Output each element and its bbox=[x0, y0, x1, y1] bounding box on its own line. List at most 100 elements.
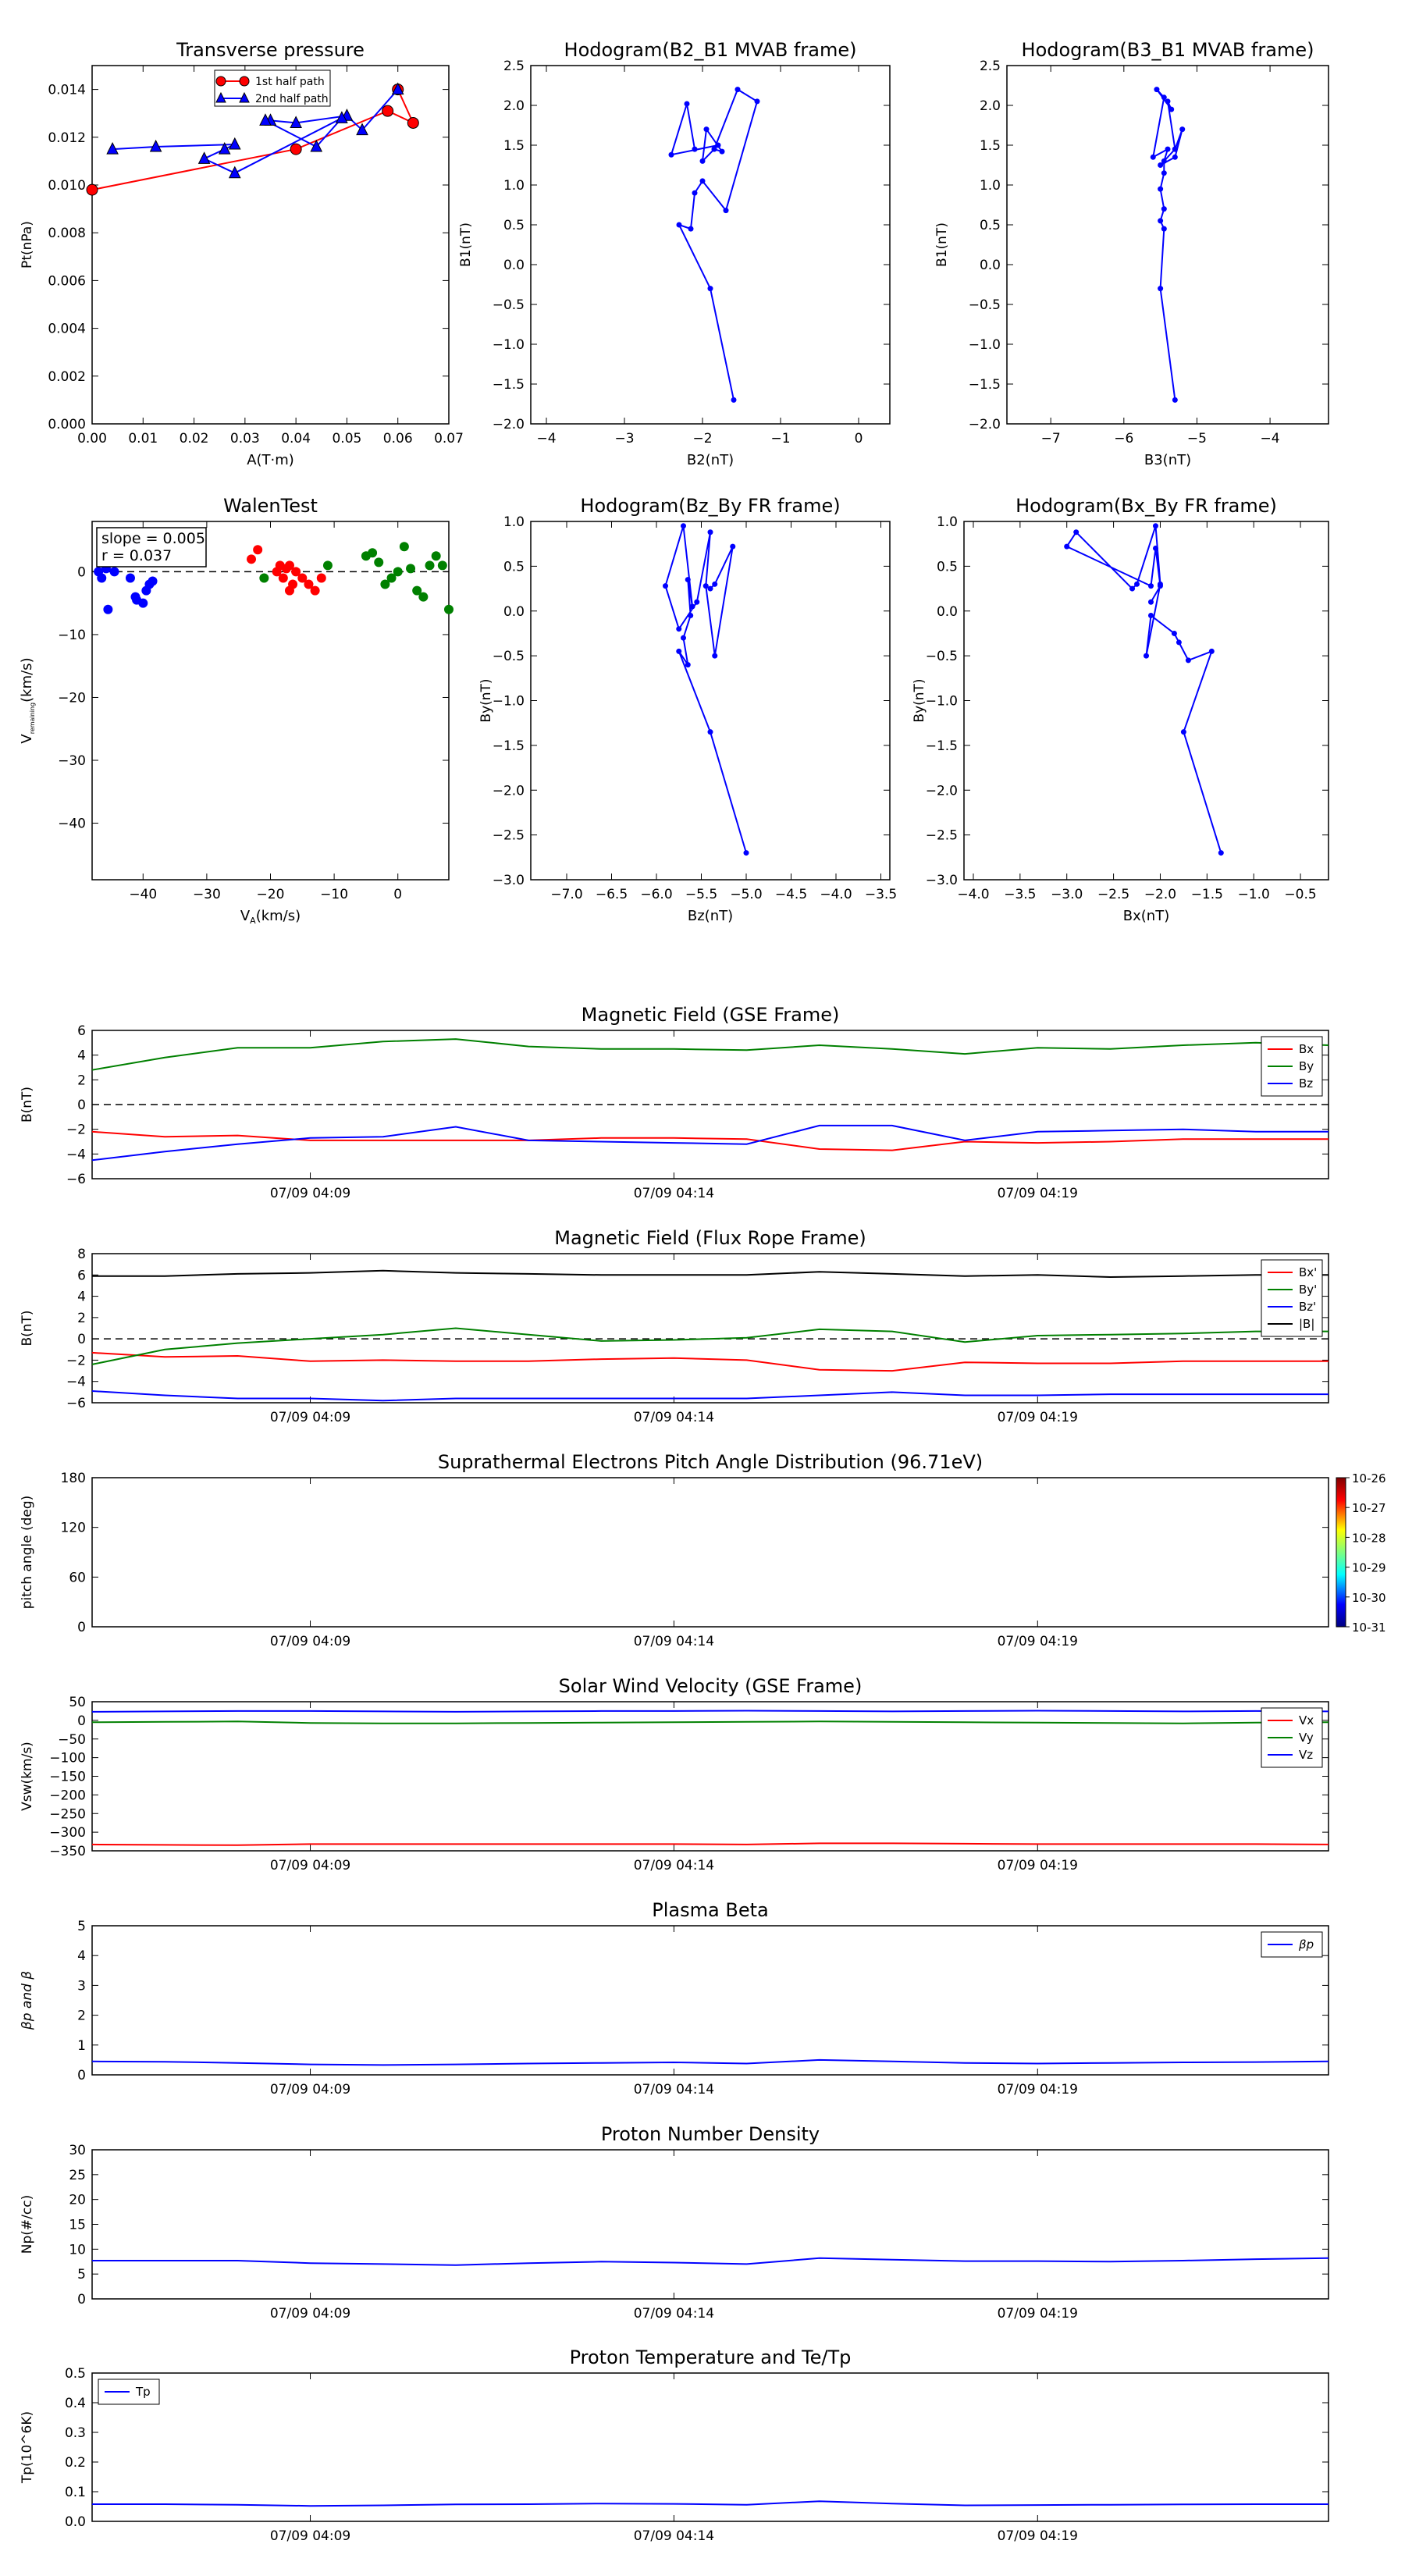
y-tick-label: −2 bbox=[66, 1123, 86, 1138]
y-tick-label: 0.010 bbox=[48, 178, 86, 194]
y-tick-label: 0.006 bbox=[48, 273, 86, 289]
x-tick-label: 07/09 04:09 bbox=[270, 2082, 350, 2097]
data-point bbox=[407, 116, 419, 129]
data-point bbox=[1154, 87, 1160, 93]
y-tick-label: −30 bbox=[58, 753, 86, 769]
chart-title: WalenTest bbox=[223, 495, 318, 517]
series-line bbox=[92, 1269, 1329, 1279]
data-point bbox=[699, 158, 706, 164]
y-tick-label: 0.014 bbox=[48, 83, 86, 98]
chart-title: Hodogram(B3_B1 MVAB frame) bbox=[1022, 39, 1314, 61]
legend-marker bbox=[215, 91, 226, 103]
plot-frame bbox=[91, 65, 450, 425]
series-line bbox=[92, 2500, 1329, 2507]
series-line bbox=[91, 1710, 1329, 1713]
data-point bbox=[1208, 648, 1215, 654]
y-tick-label: −300 bbox=[49, 1825, 86, 1841]
x-tick-label: 0.00 bbox=[77, 431, 107, 447]
data-point bbox=[703, 126, 710, 133]
x-tick-label: −7.0 bbox=[550, 887, 582, 902]
data-point bbox=[692, 190, 698, 196]
legend-label: Bz bbox=[1299, 1076, 1313, 1091]
x-tick-label: 07/09 04:09 bbox=[270, 1410, 350, 1425]
y-tick-label: 0.4 bbox=[65, 2396, 86, 2411]
y-tick-label: 2 bbox=[77, 1311, 86, 1326]
y-tick-label: −1.5 bbox=[926, 738, 958, 754]
y-tick-label: −3.0 bbox=[493, 873, 525, 888]
y-tick-label: 4 bbox=[77, 1048, 86, 1064]
x-tick-label: 07/09 04:19 bbox=[998, 2082, 1078, 2097]
y-tick-label: −250 bbox=[49, 1806, 86, 1822]
y-tick-label: −0.5 bbox=[969, 297, 1001, 313]
series-line bbox=[91, 1327, 1329, 1365]
y-tick-label: 2.5 bbox=[503, 59, 525, 74]
x-tick-label: 0.01 bbox=[128, 431, 158, 447]
data-point bbox=[380, 579, 390, 589]
data-point bbox=[253, 545, 263, 555]
y-tick-label: 1 bbox=[77, 2038, 86, 2054]
y-tick-label: 5 bbox=[77, 2267, 86, 2282]
x-tick-label: 0.02 bbox=[180, 431, 209, 447]
y-tick-label: −1.0 bbox=[493, 694, 525, 710]
x-tick-label: −4.0 bbox=[957, 887, 989, 902]
legend: Bx' By' Bz' |B| bbox=[1261, 1259, 1323, 1337]
x-tick-label: 07/09 04:19 bbox=[998, 1634, 1078, 1649]
y-tick-label: 6 bbox=[77, 1268, 86, 1283]
x-tick-label: 07/09 04:19 bbox=[998, 2306, 1078, 2322]
data-point bbox=[676, 626, 682, 632]
data-point bbox=[418, 592, 429, 602]
colorbar: 10-26 10-27 10-28 10-29 10-30 10-31 bbox=[1336, 1471, 1386, 1635]
legend: Vx Vy Vz bbox=[1261, 1707, 1323, 1768]
legend-label: By bbox=[1299, 1059, 1314, 1073]
y-tick-label: 0.5 bbox=[503, 218, 525, 233]
y-tick-label: 1.5 bbox=[503, 138, 525, 154]
y-axis-label: Vremaining(km/s) bbox=[19, 657, 36, 743]
legend: Tp bbox=[98, 2379, 160, 2405]
y-axis-label: B(nT) bbox=[20, 1310, 35, 1346]
x-tick-label: −30 bbox=[193, 887, 221, 902]
data-point bbox=[103, 604, 113, 614]
data-point bbox=[412, 585, 422, 596]
chart-h4: Hodogram(Bx_By FR frame) −3.0 −2.5 −2.0 −1.5… bbox=[912, 495, 1329, 924]
legend-label: Bz' bbox=[1299, 1300, 1316, 1314]
chart-title: Plasma Beta bbox=[652, 1899, 768, 1921]
legend-label: Bx bbox=[1299, 1042, 1314, 1056]
data-point bbox=[1180, 729, 1186, 735]
x-tick-label: −4 bbox=[536, 431, 556, 447]
x-tick-label: −2 bbox=[692, 431, 712, 447]
data-point bbox=[676, 648, 682, 654]
chart-tp: Transverse pressure 0.000 0.002 0.004 0.006 0… bbox=[20, 39, 464, 468]
x-tick-label: −4.5 bbox=[775, 887, 807, 902]
data-point bbox=[689, 603, 695, 610]
colorbar-label: 10-29 bbox=[1352, 1561, 1386, 1575]
y-tick-label: −2.0 bbox=[493, 417, 525, 432]
x-tick-label: −1.5 bbox=[1191, 887, 1223, 902]
data-point bbox=[676, 222, 682, 228]
x-tick-label: −7 bbox=[1041, 431, 1061, 447]
data-point bbox=[259, 113, 272, 126]
data-point bbox=[1152, 523, 1158, 529]
y-axis-label: B1(nT) bbox=[934, 222, 950, 267]
data-point bbox=[1161, 170, 1167, 176]
data-point bbox=[228, 165, 241, 179]
series-line bbox=[91, 1720, 1329, 1724]
plot-frame bbox=[530, 521, 891, 881]
y-tick-label: 0.012 bbox=[48, 130, 86, 146]
legend: 1st half path 2nd half path bbox=[214, 69, 331, 107]
chart-np: Proton Number Density 0 5 10 15 20 25 30 07/09 0… bbox=[20, 2123, 1329, 2322]
plot-frame bbox=[91, 1477, 1329, 1628]
y-tick-label: 0.0 bbox=[503, 258, 525, 273]
y-tick-label: 1.5 bbox=[980, 138, 1001, 154]
x-axis-label: B3(nT) bbox=[1144, 452, 1191, 468]
x-tick-label: 0.06 bbox=[383, 431, 413, 447]
data-point bbox=[393, 567, 403, 577]
x-tick-label: −3 bbox=[614, 431, 634, 447]
y-tick-label: 180 bbox=[61, 1471, 86, 1486]
y-tick-label: 0.004 bbox=[48, 322, 86, 337]
data-point bbox=[218, 141, 231, 155]
x-tick-label: 0.03 bbox=[230, 431, 260, 447]
x-tick-label: −1.0 bbox=[1238, 887, 1270, 902]
data-point bbox=[688, 612, 694, 618]
data-point bbox=[386, 573, 397, 583]
x-tick-label: −2.5 bbox=[1097, 887, 1129, 902]
